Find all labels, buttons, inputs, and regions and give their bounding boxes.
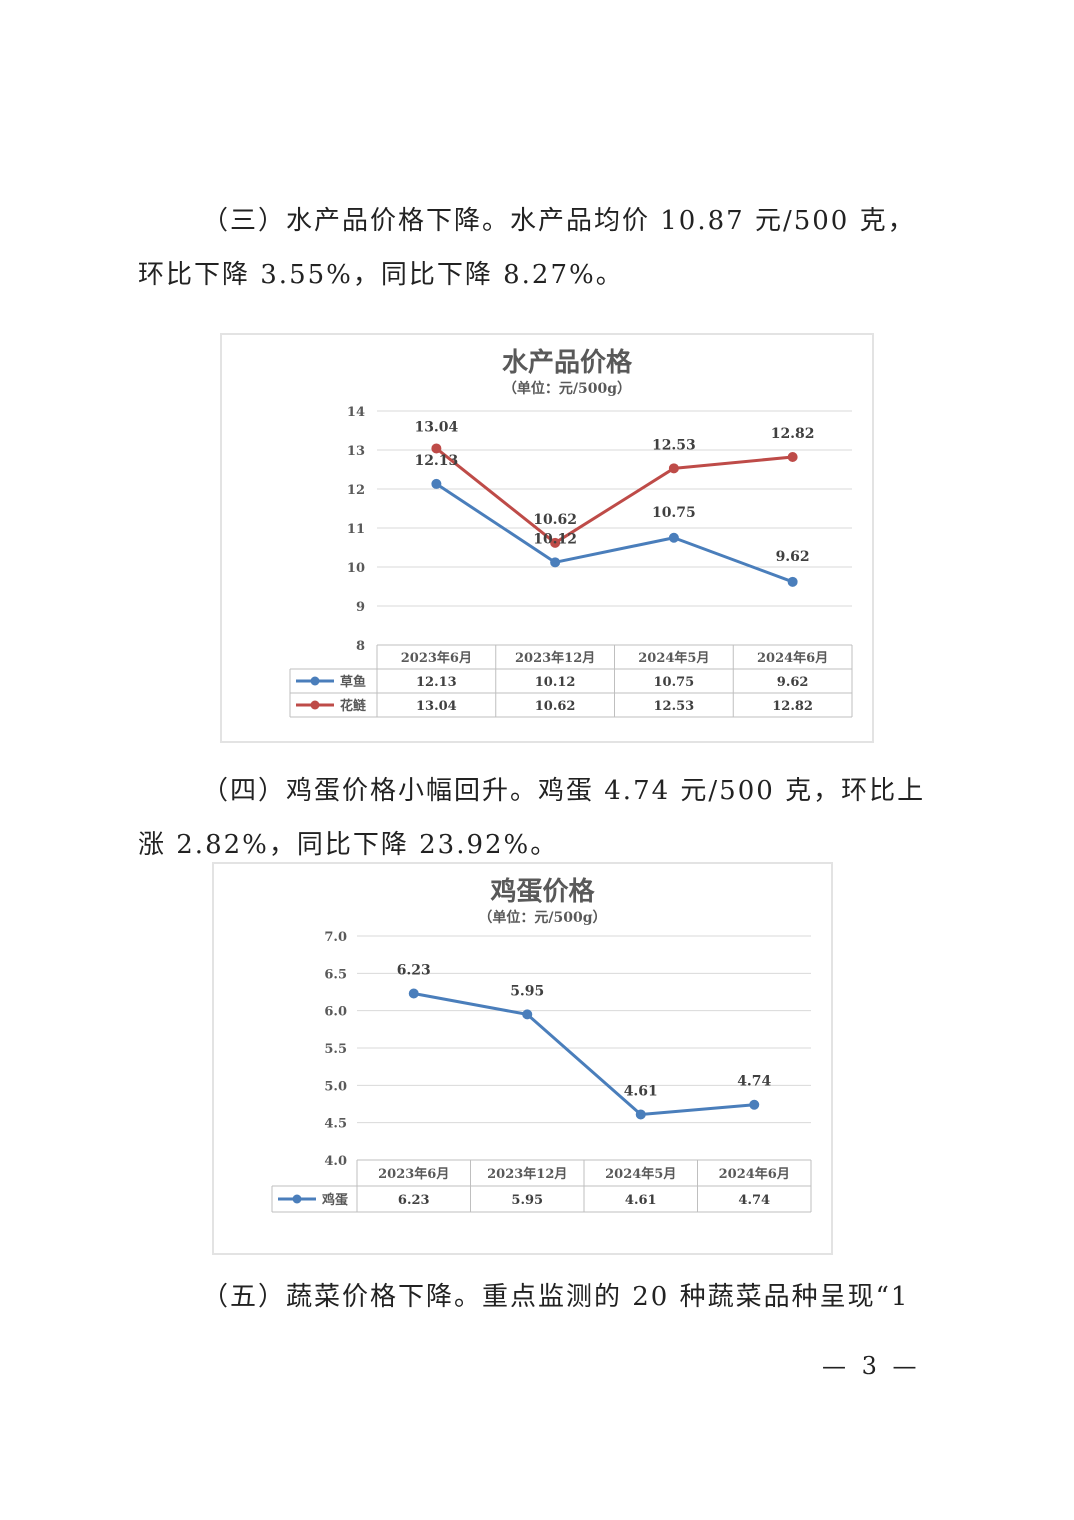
y-tick-label: 12 xyxy=(347,483,365,498)
y-tick-label: 5.0 xyxy=(324,1079,347,1094)
table-cell: 6.23 xyxy=(398,1193,430,1208)
series-line xyxy=(435,447,793,545)
table-cell: 4.61 xyxy=(625,1193,657,1208)
data-label: 10.62 xyxy=(533,512,577,528)
data-label: 6.23 xyxy=(397,962,431,978)
legend-label: 鸡蛋 xyxy=(321,1192,348,1208)
y-tick-label: 6.5 xyxy=(324,967,347,982)
data-point xyxy=(431,443,442,454)
legend-marker xyxy=(310,676,320,686)
data-point xyxy=(749,1099,760,1110)
data-point xyxy=(635,1109,646,1120)
data-point xyxy=(668,463,679,474)
y-tick-label: 4.0 xyxy=(324,1154,347,1169)
y-tick-label: 8 xyxy=(356,639,365,654)
data-label: 12.13 xyxy=(414,453,458,469)
y-tick-label: 13 xyxy=(347,444,365,459)
y-tick-label: 4.5 xyxy=(324,1117,347,1132)
x-category-label: 2024年6月 xyxy=(757,650,828,666)
paragraph-egg: （四）鸡蛋价格小幅回升。鸡蛋 4.74 元/500 克，环比上涨 2.82%，同… xyxy=(138,776,926,860)
data-label: 10.75 xyxy=(652,505,696,521)
data-point xyxy=(787,576,798,587)
data-label: 13.04 xyxy=(414,419,458,435)
table-cell: 10.75 xyxy=(654,675,695,690)
data-label: 10.12 xyxy=(533,531,577,547)
chart-subtitle: （单位：元/500g） xyxy=(503,380,631,397)
legend-label: 花鲢 xyxy=(340,698,366,714)
data-point xyxy=(550,557,561,568)
series-line xyxy=(435,482,794,584)
chart-aquatic-svg: 水产品价格 （单位：元/500g） 8 9 10 11 12 13 14 2023年6月 2023年… xyxy=(289,347,853,718)
x-category-label: 2023年12月 xyxy=(487,1166,567,1182)
paragraph-vegetable: （五）蔬菜价格下降。重点监测的 20 种蔬菜品种呈现“1 xyxy=(202,1282,910,1312)
table-cell: 12.82 xyxy=(772,699,813,714)
page-number: — 3 — xyxy=(822,1352,921,1380)
paragraph-aquatic: （三）水产品价格下降。水产品均价 10.87 元/500 克，环比下降 3.55… xyxy=(138,206,916,290)
y-tick-label: 11 xyxy=(347,522,365,537)
table-cell: 5.95 xyxy=(511,1193,543,1208)
data-point xyxy=(550,537,561,548)
legend-marker xyxy=(292,1194,302,1204)
data-point xyxy=(431,478,442,489)
y-tick-label: 6.0 xyxy=(324,1005,347,1020)
x-category-label: 2023年6月 xyxy=(378,1166,449,1182)
table-cell: 12.53 xyxy=(654,699,695,714)
chart-egg-price: 鸡蛋价格 （单位：元/500g） 4.0 4.5 5.0 5.5 6.0 6.5 7.0 2023… xyxy=(212,862,833,1255)
data-point xyxy=(668,532,679,543)
x-category-label: 2023年6月 xyxy=(401,650,472,666)
table-cell: 13.04 xyxy=(416,699,457,714)
series-line xyxy=(413,992,755,1116)
data-point xyxy=(522,1009,533,1020)
data-label: 4.61 xyxy=(624,1083,658,1099)
y-tick-label: 10 xyxy=(347,561,365,576)
x-category-label: 2024年6月 xyxy=(719,1166,790,1182)
data-label: 4.74 xyxy=(737,1074,771,1090)
data-label: 9.62 xyxy=(776,549,810,565)
y-tick-label: 14 xyxy=(347,405,365,420)
data-point xyxy=(408,988,419,999)
legend-label: 草鱼 xyxy=(340,674,366,690)
data-label: 12.53 xyxy=(652,437,696,453)
data-point xyxy=(787,452,798,463)
chart-title: 鸡蛋价格 xyxy=(489,876,595,907)
table-cell: 4.74 xyxy=(738,1193,770,1208)
table-cell: 9.62 xyxy=(777,675,809,690)
legend-marker xyxy=(310,700,320,710)
data-label: 5.95 xyxy=(510,983,544,999)
table-cell: 12.13 xyxy=(416,675,457,690)
x-category-label: 2024年5月 xyxy=(605,1166,676,1182)
table-cell: 10.62 xyxy=(535,699,576,714)
data-label: 12.82 xyxy=(771,426,815,442)
chart-title: 水产品价格 xyxy=(502,347,633,378)
x-category-label: 2024年5月 xyxy=(638,650,709,666)
chart-subtitle: （单位：元/500g） xyxy=(478,909,606,926)
chart-aquatic-price: 水产品价格 （单位：元/500g） 8 9 10 11 12 13 14 2023年6月 2023年… xyxy=(220,333,874,743)
table-cell: 10.12 xyxy=(535,675,576,690)
x-category-label: 2023年12月 xyxy=(515,650,595,666)
y-tick-label: 9 xyxy=(356,600,365,615)
y-tick-label: 7.0 xyxy=(324,930,347,945)
y-tick-label: 5.5 xyxy=(324,1042,347,1057)
chart-egg-svg: 鸡蛋价格 （单位：元/500g） 4.0 4.5 5.0 5.5 6.0 6.5 7.0 2023… xyxy=(271,876,812,1213)
